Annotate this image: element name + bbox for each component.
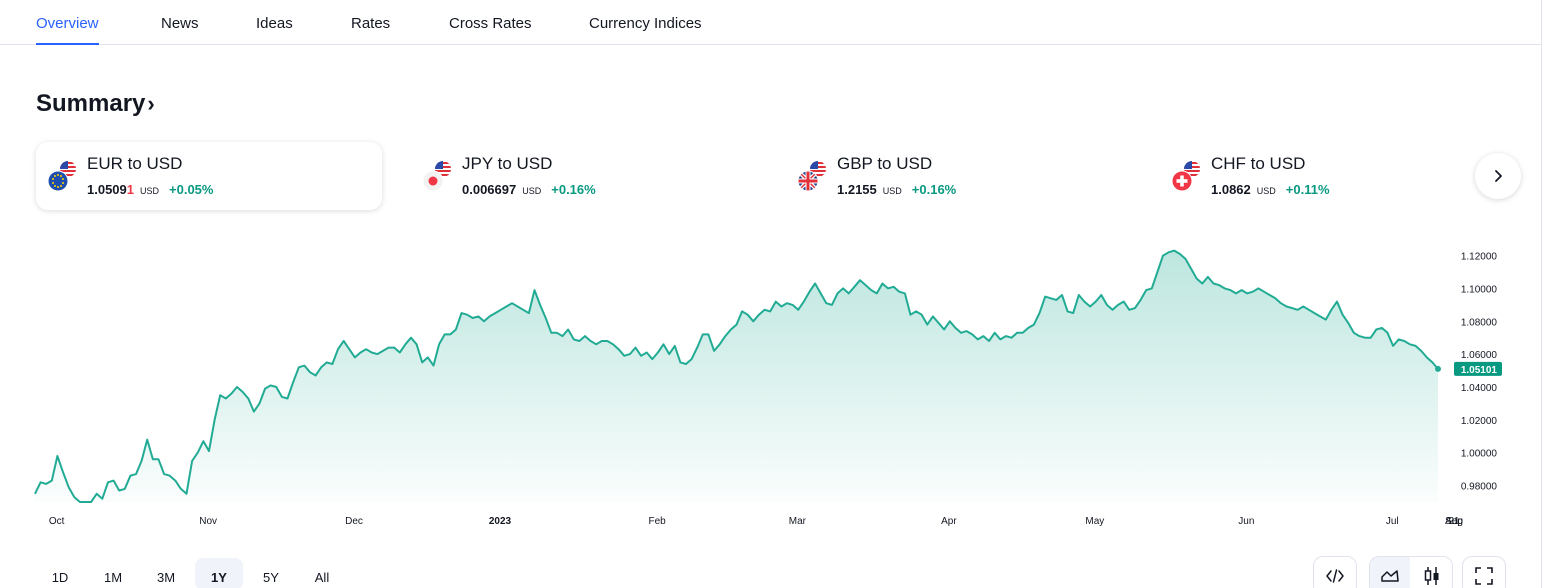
fullscreen-icon (1475, 567, 1493, 585)
page-divider (1541, 0, 1542, 588)
x-tick-label: Apr (941, 516, 957, 527)
symbol-name: EUR to USD (87, 154, 183, 173)
summary-title: Summary (36, 90, 146, 117)
currency-code: USD (1256, 186, 1276, 196)
x-tick-label: Jul (1386, 516, 1399, 527)
symbol-card-chfusd[interactable]: CHF to USD 1.0862 USD +0.11% (1160, 142, 1506, 210)
symbol-name: CHF to USD (1211, 154, 1306, 173)
range-5y-button[interactable]: 5Y (263, 570, 279, 585)
symbol-card-gbpusd[interactable]: GBP to USD 1.2155 USD +0.16% (786, 142, 1132, 210)
range-1m-button[interactable]: 1M (103, 570, 123, 585)
y-tick-label: 1.04000 (1461, 383, 1498, 394)
x-tick-label: 2023 (489, 516, 512, 527)
area-style-button[interactable] (1370, 557, 1410, 588)
x-tick-label: Mar (789, 516, 807, 527)
range-all-button[interactable]: All (314, 570, 330, 585)
top-tabs: Overview News Ideas Rates Cross Rates Cu… (0, 0, 1542, 45)
candles-style-button[interactable] (1412, 557, 1452, 588)
x-tick-label: 21 (1448, 516, 1460, 527)
price-value: 1.05091 (87, 182, 134, 197)
symbol-quote: 1.05091 USD +0.05% (87, 182, 213, 197)
change-percent: +0.05% (169, 182, 214, 197)
price-value: 1.0862 (1211, 182, 1251, 197)
y-tick-label: 0.98000 (1461, 482, 1498, 493)
symbol-name: JPY to USD (462, 154, 553, 173)
uk-flag-icon (796, 160, 830, 194)
y-tick-label: 1.00000 (1461, 449, 1498, 460)
y-tick-label: 1.06000 (1461, 350, 1498, 361)
x-tick-label: Oct (49, 516, 65, 527)
swiss-flag-icon (1170, 160, 1204, 194)
code-icon (1326, 569, 1344, 583)
symbol-name: GBP to USD (837, 154, 933, 173)
tab-cross-rates[interactable]: Cross Rates (449, 15, 532, 32)
symbol-quote: 1.2155 USD +0.16% (837, 182, 956, 197)
area-fill (35, 250, 1438, 502)
fullscreen-button[interactable] (1462, 556, 1506, 588)
x-tick-label: Jun (1238, 516, 1254, 527)
tab-ideas[interactable]: Ideas (256, 15, 293, 32)
symbol-card-jpyusd[interactable]: JPY to USD 0.006697 USD +0.16% (411, 142, 757, 210)
embed-code-button[interactable] (1313, 556, 1357, 588)
price-value: 0.006697 (462, 182, 517, 197)
series-line (34, 249, 1439, 503)
tab-currency-indices[interactable]: Currency Indices (589, 15, 702, 32)
eu-flag-icon (46, 160, 80, 194)
symbol-quote: 1.0862 USD +0.11% (1211, 182, 1330, 197)
chevron-right-icon (1495, 170, 1502, 182)
tab-rates[interactable]: Rates (351, 15, 391, 32)
tab-news[interactable]: News (161, 15, 199, 32)
price-area-chart[interactable]: 1.12000 1.10000 1.08000 1.06000 1.04000 1.020… (0, 230, 1510, 535)
range-1y-button[interactable]: 1Y (195, 558, 243, 588)
carousel-next-button[interactable] (1475, 153, 1521, 199)
x-tick-label: Sep (1445, 516, 1463, 527)
currency-code: USD (882, 186, 902, 196)
chevron-right-icon: › (147, 91, 155, 116)
summary-heading-link[interactable]: Summary› (36, 90, 155, 118)
tab-overview[interactable]: Overview (36, 15, 99, 45)
x-tick-label: Feb (648, 516, 666, 527)
x-tick-label: Dec (345, 516, 363, 527)
candlestick-icon (1424, 567, 1439, 585)
chart-style-toggle (1369, 556, 1453, 588)
x-tick-label: May (1085, 516, 1104, 527)
change-percent: +0.16% (911, 182, 957, 197)
x-tick-label: Nov (199, 516, 217, 527)
y-tick-label: 1.12000 (1461, 252, 1498, 263)
y-tick-label: 1.08000 (1461, 317, 1498, 328)
y-tick-label: 1.02000 (1461, 416, 1498, 427)
range-1d-button[interactable]: 1D (51, 570, 69, 585)
y-tick-label: 1.10000 (1461, 284, 1498, 295)
last-value-badge (1454, 361, 1502, 376)
currency-code: USD (140, 186, 160, 196)
currency-code: USD (522, 186, 542, 196)
price-value: 1.2155 (837, 182, 877, 197)
change-percent: +0.16% (551, 182, 596, 197)
last-value-label: 1.05101 (1461, 365, 1498, 376)
symbol-card-eurusd[interactable]: EUR to USD 1.05091 USD +0.05% (36, 142, 382, 210)
area-chart-icon (1381, 570, 1399, 582)
japan-flag-icon (421, 160, 455, 194)
symbol-quote: 0.006697 USD +0.16% (462, 182, 596, 197)
x-tick-label: Aug (1445, 516, 1463, 527)
last-point-marker (1435, 365, 1441, 372)
change-percent: +0.11% (1285, 182, 1330, 197)
range-3m-button[interactable]: 3M (156, 570, 176, 585)
